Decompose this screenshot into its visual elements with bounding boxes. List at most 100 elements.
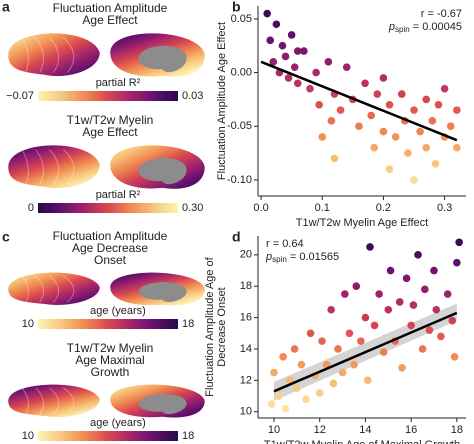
point <box>421 285 429 294</box>
point <box>318 133 327 141</box>
annotation-part: = 0.01565 <box>287 251 339 263</box>
point <box>422 95 431 104</box>
point <box>334 345 342 353</box>
map-title: Age Effect <box>82 13 138 27</box>
point <box>395 298 404 306</box>
point <box>287 31 296 39</box>
point <box>284 74 293 82</box>
point <box>352 282 361 291</box>
point <box>300 47 308 55</box>
point <box>379 74 388 82</box>
panel-letter: c <box>2 229 10 245</box>
point <box>375 290 383 298</box>
annotation-part: spin <box>272 255 287 264</box>
colorbar-label: partial R² <box>96 77 141 89</box>
point <box>361 79 369 88</box>
annotation-part: p <box>388 21 395 33</box>
point <box>430 266 438 275</box>
point <box>437 332 445 341</box>
medial-wall <box>138 282 187 303</box>
fit-line <box>260 60 458 142</box>
colorbar-tick-label: 10 <box>22 318 34 330</box>
y-tick-label: 16 <box>240 311 252 323</box>
colorbar-tick-label: −0.07 <box>6 90 34 102</box>
point <box>384 305 393 314</box>
point <box>431 159 440 168</box>
point <box>272 20 281 29</box>
map-title: T1w/T2w Myelin <box>67 113 154 127</box>
medial-wall <box>138 157 187 185</box>
y-tick-label: 0.05 <box>231 13 252 25</box>
point <box>448 316 457 325</box>
colorbar <box>38 203 178 213</box>
y-tick-label: 12 <box>240 374 252 386</box>
point <box>302 395 310 403</box>
point <box>263 9 271 18</box>
colorbar-tick-label: 0.30 <box>182 202 203 214</box>
sulcus <box>21 149 29 185</box>
y-axis-label: Decrease Onset <box>216 287 228 366</box>
brain-lateral <box>7 384 101 418</box>
y-axis-label: Fluctuation Amplitude Age Effect <box>216 22 228 180</box>
map-title: Age Decrease <box>72 241 148 255</box>
point <box>290 345 299 353</box>
colorbar-tick-label: 0.03 <box>182 90 203 102</box>
colorbar-tick-label: 18 <box>182 318 194 330</box>
y-tick-label: 10 <box>240 406 252 418</box>
point <box>425 326 434 334</box>
point <box>379 127 388 136</box>
x-tick-label: 18 <box>451 424 463 436</box>
annotation-p: pspin = 0.01565 <box>265 251 339 264</box>
point <box>315 389 324 397</box>
brain-lateral <box>7 32 101 77</box>
point <box>266 36 275 45</box>
annotation-part: = 0.00045 <box>410 21 462 33</box>
point <box>414 251 422 259</box>
x-tick-label: 12 <box>314 424 326 436</box>
medial-wall <box>138 394 187 415</box>
x-tick-label: 0.0 <box>253 202 268 214</box>
point <box>422 143 431 152</box>
colorbar <box>38 431 178 441</box>
point <box>281 52 290 61</box>
brain-lateral <box>7 144 101 189</box>
point <box>361 313 370 322</box>
map-title: Fluctuation Amplitude <box>53 1 168 15</box>
map-title: T1w/T2w Myelin <box>67 341 154 355</box>
point <box>293 384 301 392</box>
x-tick-label: 0.3 <box>437 202 452 214</box>
y-tick-label: 20 <box>240 249 252 261</box>
y-tick-label: 18 <box>240 280 252 292</box>
point <box>281 404 290 413</box>
brain-lateral <box>7 272 101 306</box>
point <box>267 400 276 408</box>
point <box>366 243 374 251</box>
point <box>355 122 363 131</box>
point <box>270 368 278 377</box>
point <box>440 84 449 93</box>
point <box>450 353 459 361</box>
sulcus <box>21 37 29 73</box>
point <box>391 133 400 141</box>
sulcus <box>35 37 44 73</box>
sulcus <box>35 149 44 185</box>
point <box>324 58 333 66</box>
point <box>367 111 375 120</box>
y-tick-label: 14 <box>240 343 252 355</box>
point <box>373 90 382 98</box>
point <box>443 290 452 298</box>
annotation-part: p <box>265 251 272 263</box>
colorbar-label: age (years) <box>90 305 146 317</box>
point <box>416 127 424 136</box>
sulcus <box>49 149 60 185</box>
point <box>453 143 461 152</box>
x-axis-label: T1w/T2w Myelin Age Effect <box>296 217 428 229</box>
panel-letter: b <box>232 0 241 15</box>
point <box>286 376 294 385</box>
point <box>370 143 379 152</box>
point <box>398 363 406 372</box>
point <box>404 149 412 157</box>
point <box>434 100 443 109</box>
point <box>446 122 455 131</box>
map-title: Fluctuation Amplitude <box>53 229 168 243</box>
